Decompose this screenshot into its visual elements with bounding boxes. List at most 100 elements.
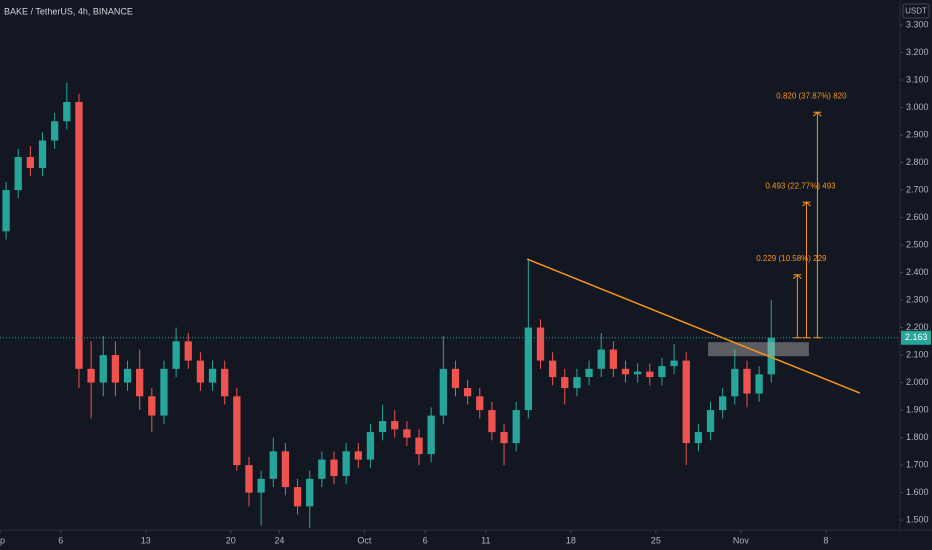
y-tick-label: 1.700: [906, 459, 929, 469]
currency: USDT: [905, 7, 927, 16]
candle-body: [208, 368, 217, 383]
candle-body: [415, 437, 423, 455]
candle-body: [427, 415, 435, 455]
target-label: 0.493 (22.77%) 493: [765, 181, 836, 190]
y-tick-label: 3.000: [906, 102, 929, 112]
y-tick-label: 2.500: [906, 239, 929, 249]
candle-body: [354, 451, 362, 460]
candle-body: [706, 410, 715, 433]
y-tick-label: 1.500: [906, 514, 929, 524]
candle-body: [63, 102, 71, 122]
candle-body: [233, 396, 241, 466]
candle-body: [51, 121, 59, 141]
candle-body: [451, 368, 460, 389]
candle-body: [221, 368, 229, 397]
target-arrow: [802, 201, 811, 207]
candle-body: [87, 368, 95, 383]
candle-body: [682, 360, 690, 444]
candle-body: [293, 487, 302, 507]
candle-body: [561, 377, 569, 389]
candle-body: [111, 355, 120, 383]
x-tick-label: Oct: [357, 535, 372, 545]
candle-body: [306, 478, 314, 507]
y-tick-label: 3.200: [906, 47, 929, 57]
y-tick-label: 1.600: [906, 487, 929, 497]
x-tick-label: 20: [226, 535, 236, 545]
candle-body: [646, 371, 654, 378]
x-tick-label: 18: [566, 535, 576, 545]
candle-body: [403, 429, 411, 438]
candle-body: [342, 451, 350, 477]
candle-body: [38, 140, 47, 169]
currency-box: [902, 3, 930, 19]
last-price-label: 2.163: [905, 332, 928, 342]
candle-body: [184, 341, 192, 361]
x-tick-label: Nov: [733, 535, 750, 545]
candle-body: [548, 360, 557, 378]
y-tick-label: 3.100: [906, 74, 929, 84]
y-tick-label: 2.300: [906, 294, 929, 304]
y-tick-label: 2.900: [906, 129, 929, 139]
candle-body: [123, 368, 132, 383]
candle-body: [609, 349, 618, 369]
candle-body: [378, 421, 387, 433]
candle-body: [99, 355, 107, 383]
target-label: 0.820 (37.87%) 820: [776, 91, 847, 100]
last-price-box: [901, 330, 931, 345]
candle-body: [731, 368, 739, 397]
x-tick-label: 24: [274, 535, 284, 545]
zone: [708, 342, 809, 357]
candle-body: [621, 368, 630, 375]
candle-body: [330, 459, 338, 477]
y-tick-label: 2.400: [906, 267, 929, 277]
trendline: [526, 258, 861, 394]
candle-body: [536, 327, 545, 361]
x-tick-label: 6: [58, 535, 63, 545]
candle-body: [743, 368, 751, 394]
x-tick-label: 13: [141, 535, 151, 545]
chart-title: BAKE / TetherUS, 4h, BINANCE: [4, 6, 133, 16]
candle-body: [281, 451, 290, 488]
candle-body: [245, 465, 253, 493]
y-tick-label: 1.900: [906, 404, 929, 414]
candle-body: [476, 396, 484, 411]
candle-body: [391, 421, 399, 430]
candle-body: [257, 478, 265, 493]
x-tick-label: 11: [481, 535, 490, 545]
candle-body: [719, 396, 727, 411]
candle-body: [172, 341, 180, 369]
x-tick-label: 8: [823, 535, 828, 545]
x-tick-label: p: [0, 535, 5, 545]
candle-body: [500, 432, 508, 444]
candle-body: [318, 459, 326, 479]
candle-body: [366, 432, 375, 460]
x-tick-label: 25: [651, 535, 661, 545]
y-tick-label: 3.300: [906, 19, 929, 29]
y-tick-label: 2.200: [906, 322, 929, 332]
candle-body: [196, 360, 205, 383]
y-tick-label: 1.800: [906, 432, 929, 442]
candle-body: [524, 327, 532, 411]
y-tick-label: 2.600: [906, 212, 929, 222]
candle-body: [148, 396, 156, 416]
target-arrow: [813, 111, 822, 117]
candle-body: [26, 157, 35, 169]
y-tick-label: 2.100: [906, 349, 929, 359]
candle-body: [160, 368, 168, 416]
y-tick-label: 2.800: [906, 157, 929, 167]
candle-body: [573, 377, 581, 389]
candle-body: [439, 368, 447, 416]
candle-body: [463, 388, 472, 397]
candle-body: [755, 374, 763, 394]
candle-body: [14, 157, 22, 191]
target-arrow: [793, 274, 802, 280]
candle-body: [136, 368, 144, 397]
y-tick-label: 2.000: [906, 377, 929, 387]
candle-body: [670, 360, 678, 367]
y-tick-label: 2.700: [906, 184, 929, 194]
candle-body: [75, 102, 83, 369]
candle-body: [634, 371, 642, 375]
